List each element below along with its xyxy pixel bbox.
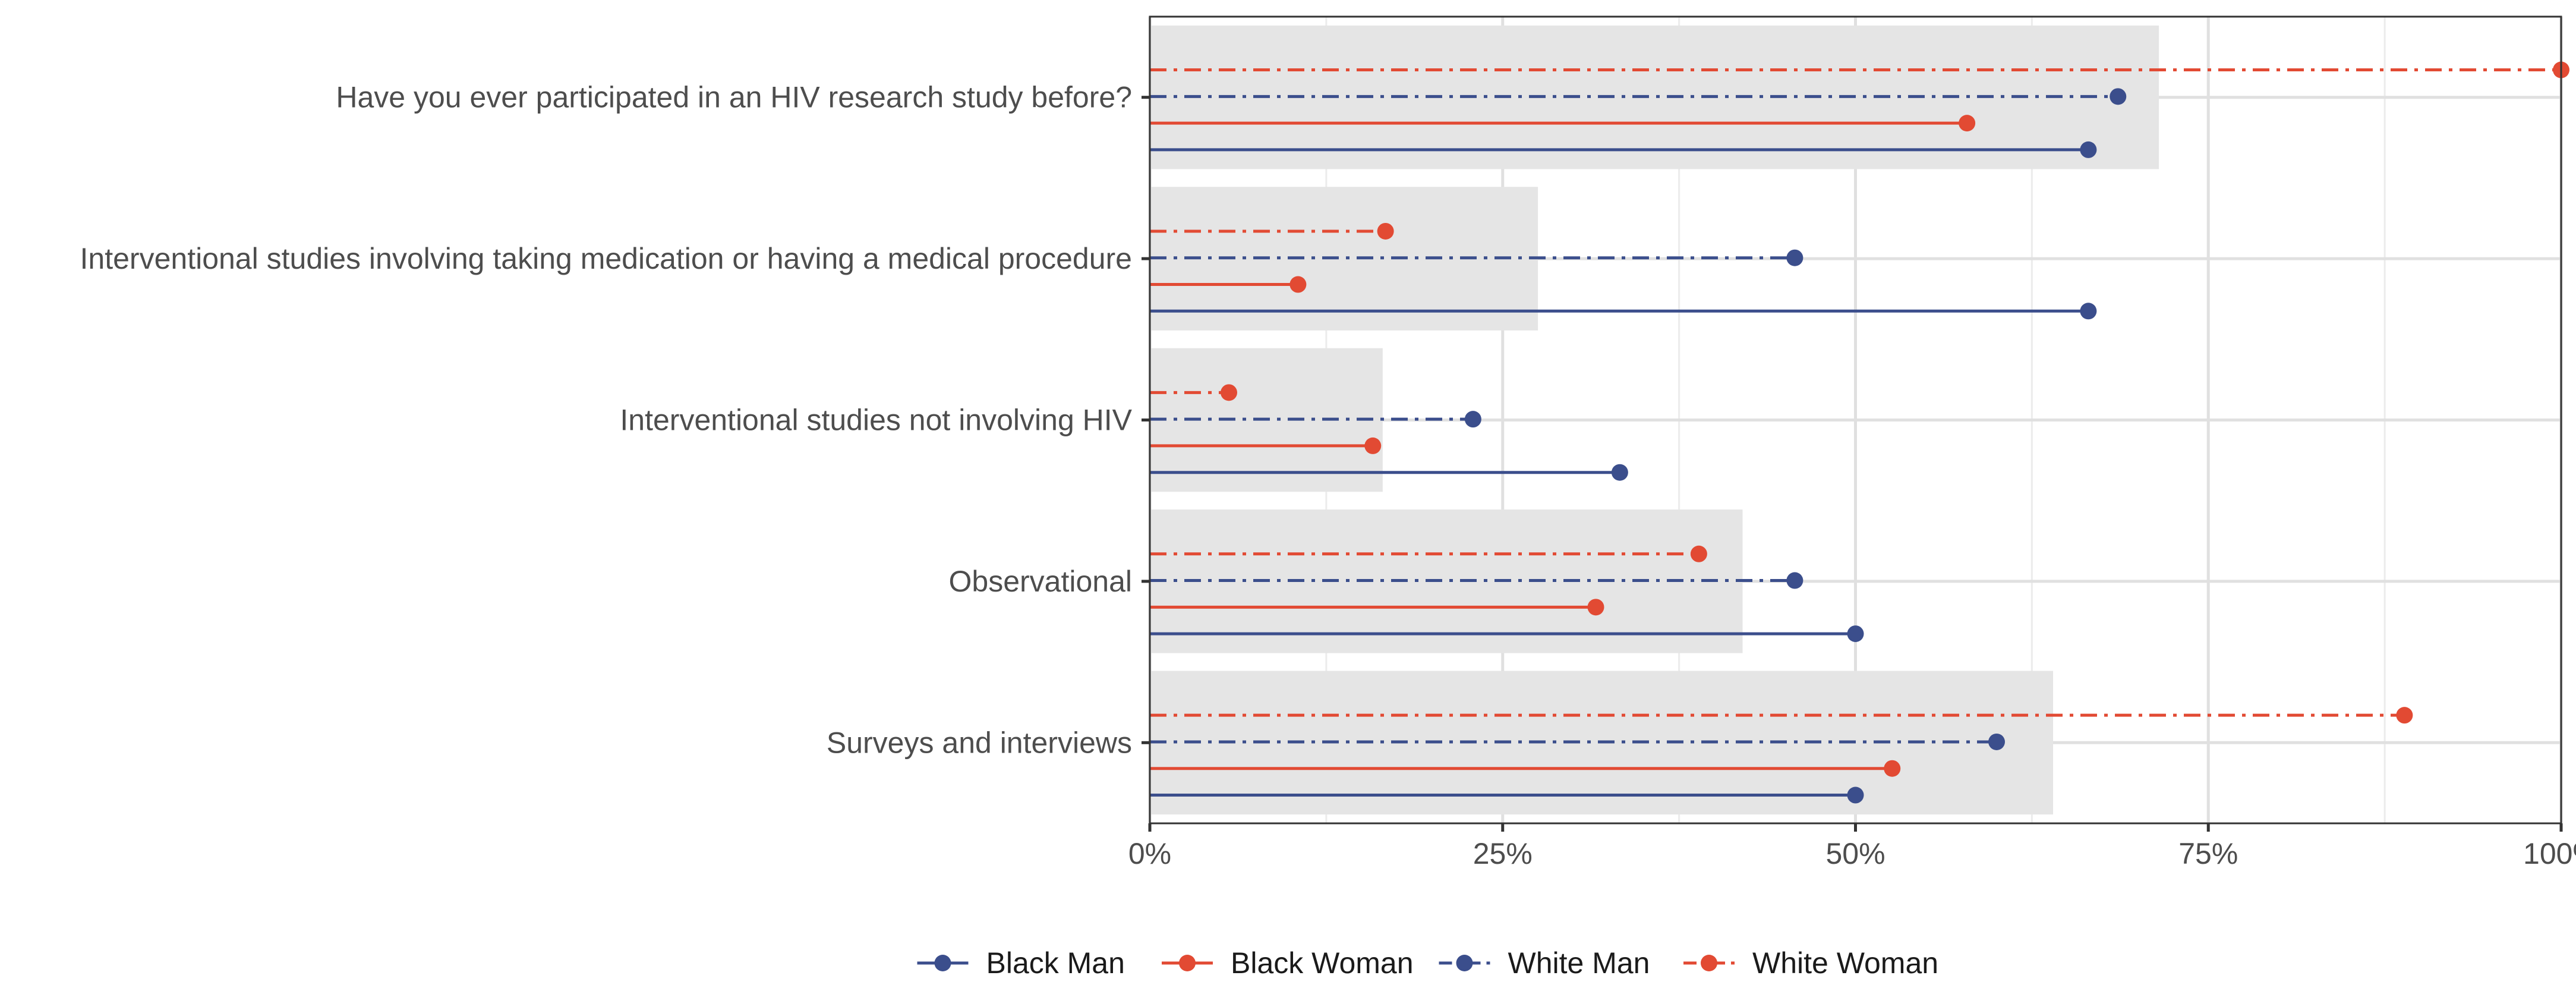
legend-key-point (934, 955, 951, 971)
point-black-woman (1289, 276, 1307, 293)
legend-label: White Man (1508, 946, 1650, 980)
point-white-woman (1377, 222, 1394, 240)
legend-item-white-man: White Man (1439, 946, 1650, 980)
legend-item-black-man: Black Man (917, 946, 1125, 980)
point-white-man (1786, 249, 1803, 266)
point-black-man (2080, 303, 2097, 320)
series-layer (1150, 61, 2569, 804)
background-bar-interventional-studies-involving-taking- (1150, 187, 1538, 331)
legend-key-point (1456, 955, 1473, 971)
point-black-woman (1884, 760, 1901, 777)
background-bar-observational (1150, 509, 1743, 653)
point-white-woman (1221, 384, 1237, 401)
y-tick-label: Interventional studies involving taking … (80, 242, 1132, 275)
point-black-man (1847, 625, 1864, 643)
axis-layer: Have you ever participated in an HIV res… (80, 81, 2576, 870)
legend-item-white-woman: White Woman (1683, 946, 1938, 980)
legend: Black Man Black Woman White Man White Woman (917, 946, 1938, 980)
point-black-man (1611, 464, 1628, 481)
point-white-woman (1690, 545, 1707, 562)
point-white-man (1988, 733, 2005, 750)
legend-label: Black Woman (1231, 946, 1414, 980)
y-tick-label: Surveys and interviews (827, 726, 1132, 759)
point-white-man (1464, 411, 1481, 428)
legend-key-point (1701, 955, 1717, 971)
legend-label: Black Man (986, 946, 1125, 980)
point-black-man (1847, 786, 1864, 804)
y-tick-label: Have you ever participated in an HIV res… (336, 81, 1132, 114)
x-tick-label: 100% (2523, 837, 2576, 870)
point-black-woman (1959, 115, 1976, 132)
x-tick-label: 50% (1825, 837, 1885, 870)
point-white-man (1786, 572, 1803, 589)
x-tick-label: 0% (1128, 837, 1171, 870)
y-tick-label: Interventional studies not involving HIV (620, 404, 1132, 437)
point-black-woman (1364, 437, 1382, 454)
y-tick-label: Observational (949, 565, 1133, 598)
x-tick-label: 25% (1473, 837, 1533, 870)
legend-label: White Woman (1752, 946, 1938, 980)
x-tick-label: 75% (2178, 837, 2238, 870)
point-white-man (2110, 88, 2127, 105)
point-black-woman (1587, 599, 1604, 616)
point-white-woman (2396, 707, 2413, 724)
point-black-man (2080, 141, 2097, 158)
legend-key-point (1179, 955, 1196, 971)
legend-item-black-woman: Black Woman (1162, 946, 1414, 980)
